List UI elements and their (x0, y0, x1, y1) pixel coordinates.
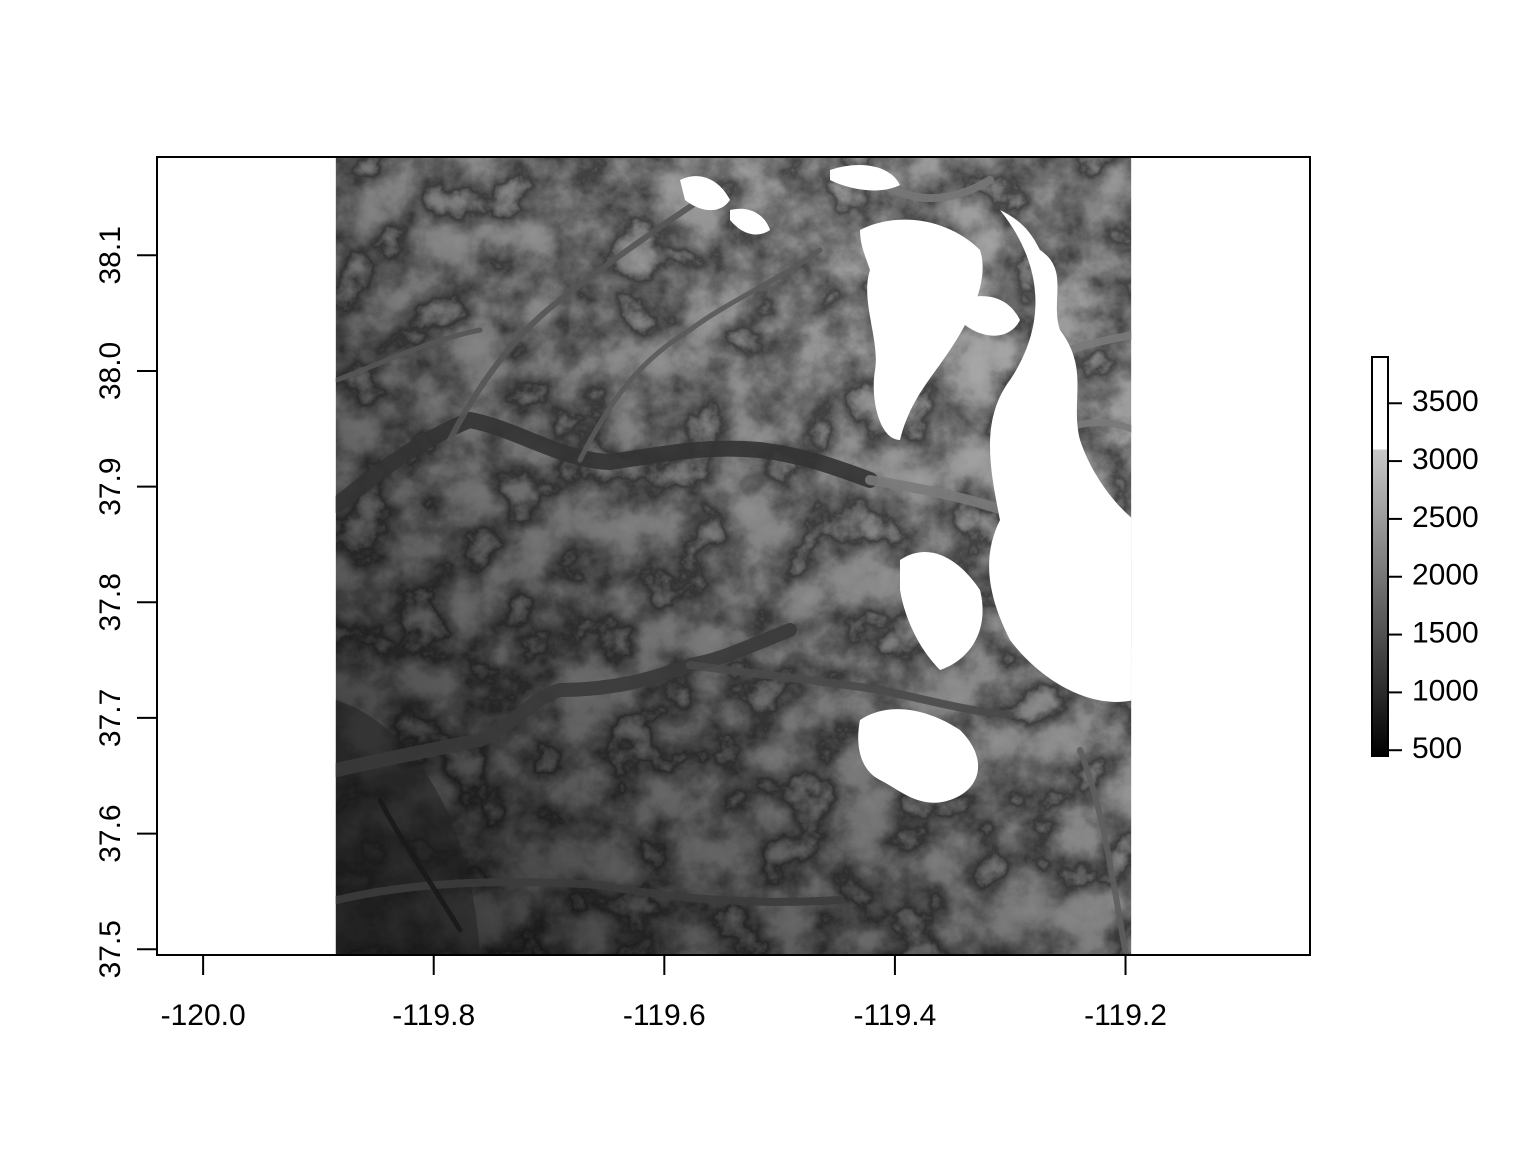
river-canyon-12 (377, 797, 463, 933)
y-tick-label: 37.6 (94, 804, 127, 862)
x-tick-label: -119.4 (853, 999, 936, 1032)
x-tick-label: -120.0 (161, 999, 246, 1032)
colorbar-tick-label: 3000 (1412, 443, 1479, 476)
river-canyon-4 (447, 197, 703, 443)
y-tick-label: 38.0 (94, 342, 127, 400)
snow-region-2 (858, 709, 979, 803)
snow-region-7 (1080, 635, 1132, 699)
river-canyon-0 (335, 412, 878, 513)
snow-region-1 (860, 219, 983, 440)
y-tick-label: 37.8 (94, 573, 127, 631)
colorbar-tick-label: 1000 (1412, 674, 1479, 707)
snow-region-4 (680, 176, 730, 211)
colorbar-tick-label: 2500 (1412, 501, 1479, 534)
plot-axes: -120.0 -119.8 -119.6 -119.4 -119.2 37.5 37.6 37… (94, 156, 1311, 1032)
river-canyon-6 (577, 247, 823, 463)
snow-region-0 (989, 210, 1132, 702)
river-canyon-3 (335, 878, 844, 906)
river-canyon-2 (686, 661, 1014, 719)
y-tick-label: 38.1 (94, 226, 127, 284)
river-canyon-5 (335, 327, 483, 383)
river-canyon-11 (1077, 747, 1128, 953)
colorbar-legend: 500 1000 1500 2000 2500 3000 3500 (1371, 356, 1479, 765)
x-tick-label: -119.8 (392, 999, 475, 1032)
colorbar-tick-label: 2000 (1412, 559, 1479, 592)
colorbar-gradient (1371, 356, 1389, 757)
elevation-raster (335, 157, 1132, 955)
snow-region-5 (730, 208, 770, 235)
x-tick-label: -119.6 (623, 999, 706, 1032)
river-canyon-1 (335, 623, 797, 777)
colorbar-tick-label: 500 (1412, 732, 1462, 765)
colorbar-tick-label: 3500 (1412, 385, 1479, 418)
snow-region-6 (830, 165, 900, 191)
y-tick-label: 37.9 (94, 457, 127, 515)
x-tick-label: -119.2 (1084, 999, 1167, 1032)
snow-region-8 (960, 296, 1020, 336)
y-tick-label: 37.5 (94, 920, 127, 978)
y-tick-label: 37.7 (94, 689, 127, 747)
colorbar-tick-label: 1500 (1412, 616, 1479, 649)
snow-region-3 (900, 551, 983, 670)
